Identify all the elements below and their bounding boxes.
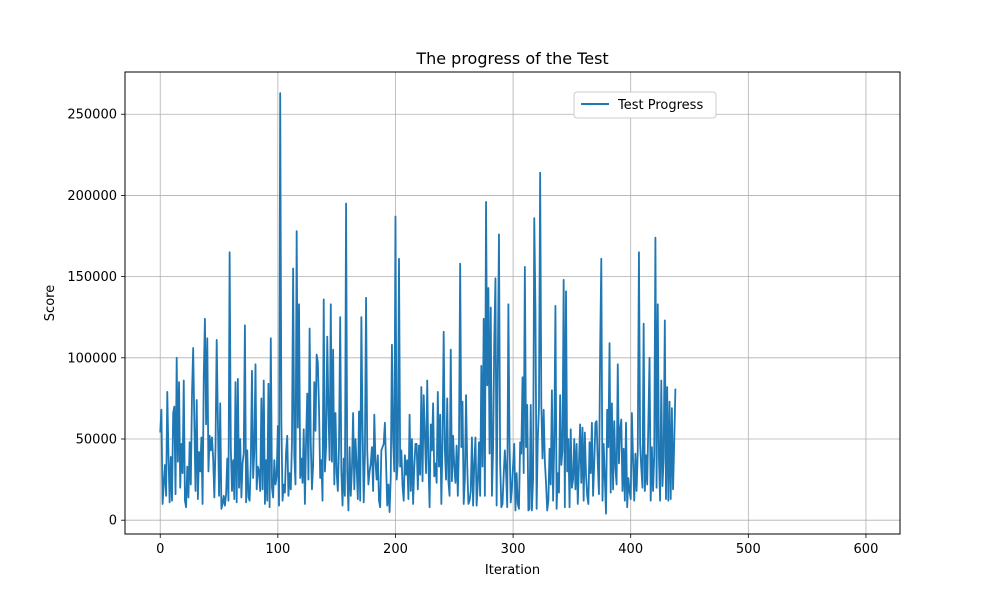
series-line-test-progress	[159, 92, 677, 515]
y-tick-label: 0	[109, 514, 117, 529]
x-tick-label: 200	[383, 542, 408, 557]
series-line-group	[159, 92, 677, 515]
y-axis-label: Score	[43, 285, 58, 321]
y-axis-ticks: 0 50000 100000 150000 200000 250000	[67, 108, 125, 529]
y-tick-label: 50000	[76, 433, 117, 448]
x-tick-label: 500	[736, 542, 761, 557]
chart-title: The progress of the Test	[415, 49, 608, 68]
x-tick-label: 300	[501, 542, 526, 557]
x-tick-label: 400	[618, 542, 643, 557]
legend-box	[573, 91, 717, 119]
y-tick-label: 150000	[67, 270, 117, 285]
x-axis-label: Iteration	[485, 563, 540, 578]
legend-label: Test Progress	[617, 98, 703, 113]
x-axis-ticks: 0 100 200 300 400 500 600	[156, 534, 878, 557]
y-tick-label: 250000	[67, 108, 117, 123]
x-tick-label: 100	[265, 542, 290, 557]
y-tick-label: 100000	[67, 351, 117, 366]
legend: Test Progress	[573, 91, 717, 119]
y-tick-label: 200000	[67, 189, 117, 204]
x-tick-label: 0	[156, 542, 164, 557]
x-tick-label: 600	[854, 542, 879, 557]
plot-frame	[124, 71, 901, 535]
